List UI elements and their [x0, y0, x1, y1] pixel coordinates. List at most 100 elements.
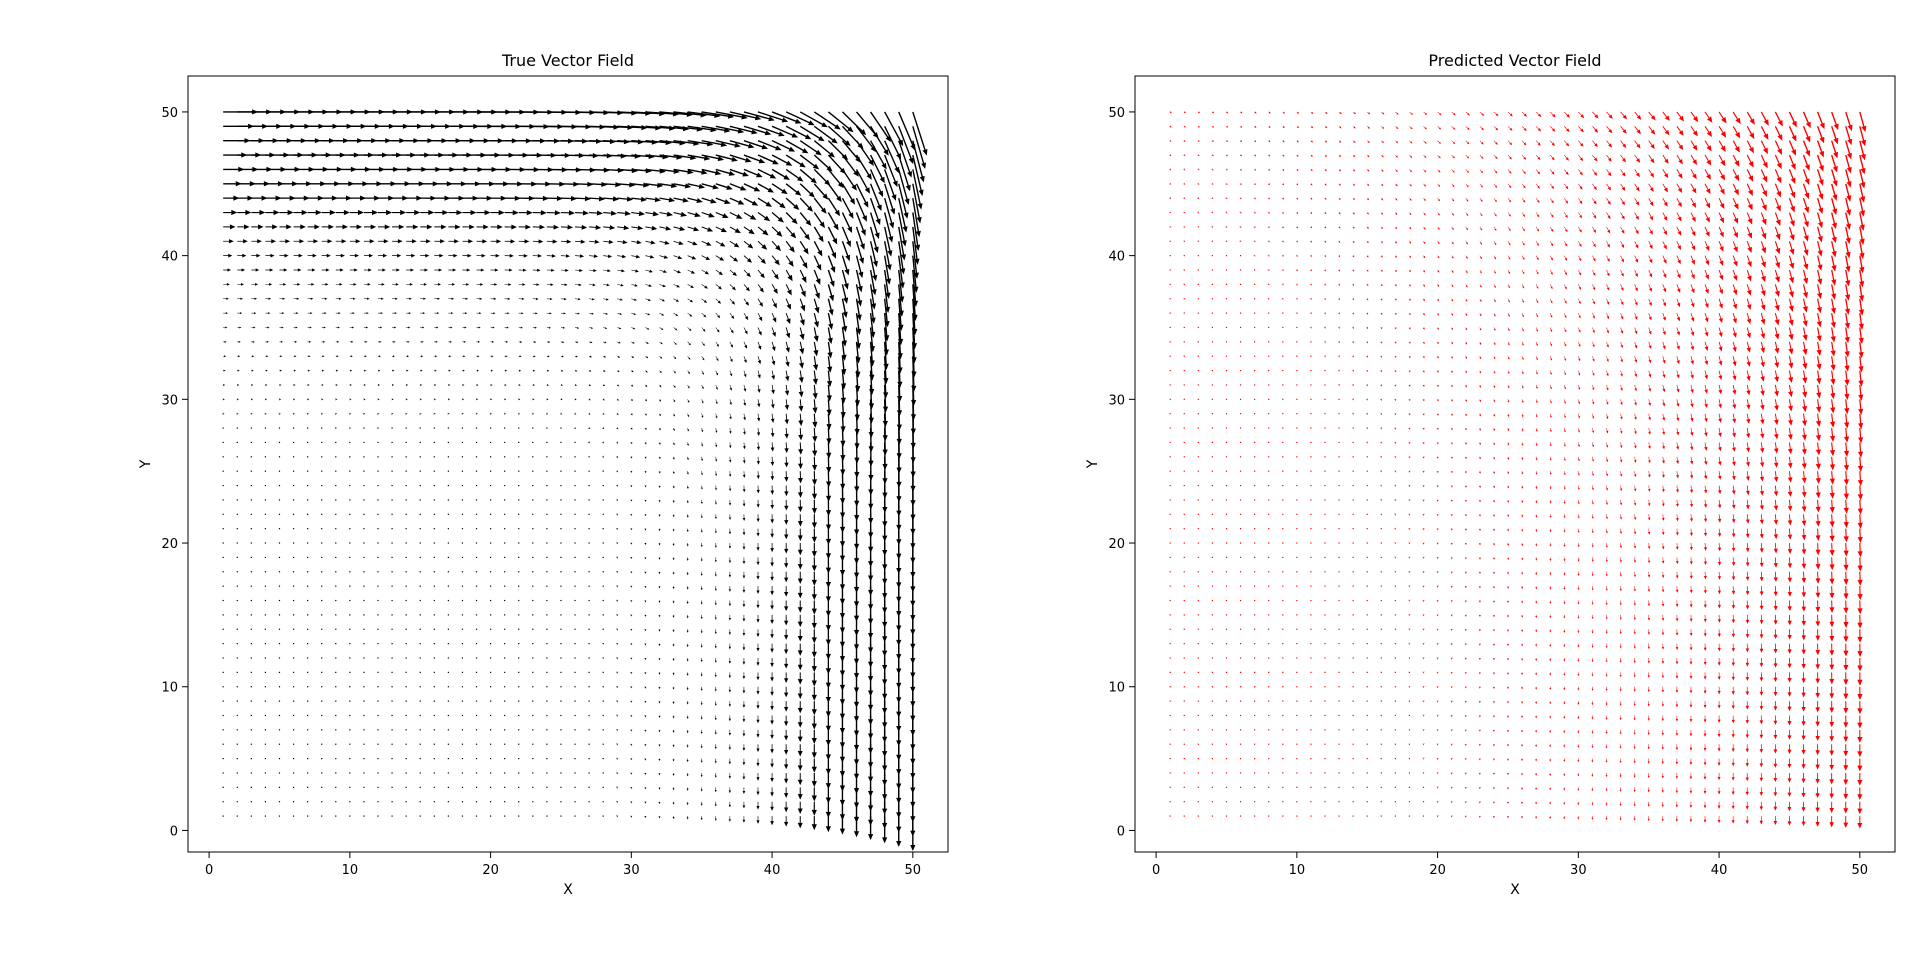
vector-arrow	[1422, 757, 1425, 760]
vector-arrow	[1731, 758, 1735, 767]
vector-arrow	[503, 412, 506, 415]
vector-arrow	[1676, 241, 1681, 251]
vector-arrow	[574, 398, 577, 401]
vector-arrow	[1381, 169, 1384, 172]
vector-arrow	[756, 456, 760, 465]
vector-arrow	[1521, 111, 1528, 117]
vector-arrow	[504, 181, 524, 187]
vector-arrow	[785, 125, 812, 140]
vector-arrow	[560, 283, 568, 287]
vector-arrow	[1366, 241, 1369, 244]
vector-arrow	[867, 816, 874, 841]
vector-arrow	[1521, 701, 1524, 704]
vector-arrow	[1352, 341, 1354, 344]
vector-arrow	[1605, 485, 1608, 491]
vector-arrow	[1605, 614, 1608, 620]
vector-arrow	[1465, 241, 1468, 245]
vector-arrow	[1395, 140, 1399, 144]
vector-arrow	[349, 181, 369, 187]
vector-arrow	[1801, 543, 1807, 555]
vector-arrow	[1633, 701, 1636, 707]
vector-arrow	[869, 269, 877, 296]
vector-arrow	[1591, 600, 1594, 605]
vector-arrow	[406, 239, 417, 244]
chart-title: True Vector Field	[501, 51, 634, 70]
vector-arrow	[617, 110, 652, 116]
vector-arrow	[1801, 586, 1807, 598]
vector-arrow	[1732, 384, 1737, 395]
vector-arrow	[756, 586, 760, 595]
vector-arrow	[1521, 226, 1525, 232]
vector-arrow	[1478, 729, 1481, 732]
vector-arrow	[882, 384, 889, 413]
vector-arrow	[1704, 442, 1708, 451]
vector-arrow	[867, 772, 874, 798]
vector-arrow	[419, 398, 422, 401]
vector-arrow	[560, 341, 565, 344]
vector-arrow	[826, 413, 832, 431]
vector-arrow	[742, 586, 746, 593]
vector-arrow	[363, 209, 379, 216]
vector-arrow	[616, 628, 619, 631]
vector-arrow	[1549, 456, 1552, 461]
vector-arrow	[1773, 629, 1778, 640]
vector-arrow	[1745, 715, 1749, 724]
vector-arrow	[686, 514, 689, 518]
vector-arrow	[658, 499, 661, 503]
vector-arrow	[532, 340, 537, 343]
vector-arrow	[321, 412, 324, 415]
vector-arrow	[784, 629, 789, 640]
vector-arrow	[1535, 528, 1538, 533]
vector-arrow	[883, 183, 896, 215]
vector-arrow	[1493, 341, 1496, 346]
vector-arrow	[1437, 313, 1439, 316]
vector-arrow	[1395, 154, 1398, 158]
vector-arrow	[1647, 758, 1650, 764]
vector-arrow	[825, 586, 831, 603]
vector-arrow	[1704, 327, 1709, 337]
vector-arrow	[1760, 154, 1768, 169]
vector-arrow	[1788, 327, 1794, 341]
vector-arrow	[1718, 312, 1723, 324]
vector-arrow	[813, 341, 819, 357]
vector-arrow	[1620, 384, 1623, 392]
vector-arrow	[1703, 586, 1707, 594]
vector-arrow	[1704, 413, 1708, 423]
vector-arrow	[1478, 629, 1481, 632]
vector-arrow	[756, 686, 760, 695]
vector-arrow	[1648, 442, 1651, 449]
vector-arrow	[1465, 284, 1468, 288]
vector-arrow	[1633, 586, 1636, 592]
vector-arrow	[1801, 471, 1807, 484]
vector-arrow	[546, 152, 571, 159]
vector-arrow	[589, 239, 600, 244]
vector-arrow	[1717, 600, 1721, 609]
vector-arrow	[673, 370, 676, 374]
vector-arrow	[447, 412, 450, 415]
vector-arrow	[1324, 140, 1328, 143]
vector-arrow	[827, 212, 839, 231]
vector-arrow	[1634, 384, 1637, 392]
vector-arrow	[1521, 284, 1525, 289]
vector-arrow	[686, 643, 689, 648]
vector-arrow	[1521, 729, 1524, 733]
vector-arrow	[1787, 772, 1792, 783]
vector-arrow	[251, 239, 262, 244]
vector-arrow	[1662, 327, 1666, 336]
vector-arrow	[645, 269, 653, 273]
vector-arrow	[1773, 801, 1778, 811]
vector-arrow	[1267, 211, 1270, 214]
vector-arrow	[251, 340, 255, 343]
vector-arrow	[1675, 686, 1679, 694]
vector-arrow	[1549, 313, 1553, 318]
vector-arrow	[1760, 370, 1765, 382]
vector-arrow	[1760, 327, 1766, 340]
vector-arrow	[617, 355, 621, 358]
vector-arrow	[1830, 197, 1838, 215]
vector-arrow	[673, 240, 684, 245]
vector-arrow	[603, 369, 606, 372]
vector-arrow	[1450, 671, 1453, 675]
vector-arrow	[645, 111, 680, 117]
vector-arrow	[1773, 686, 1778, 697]
vector-arrow	[729, 125, 758, 135]
